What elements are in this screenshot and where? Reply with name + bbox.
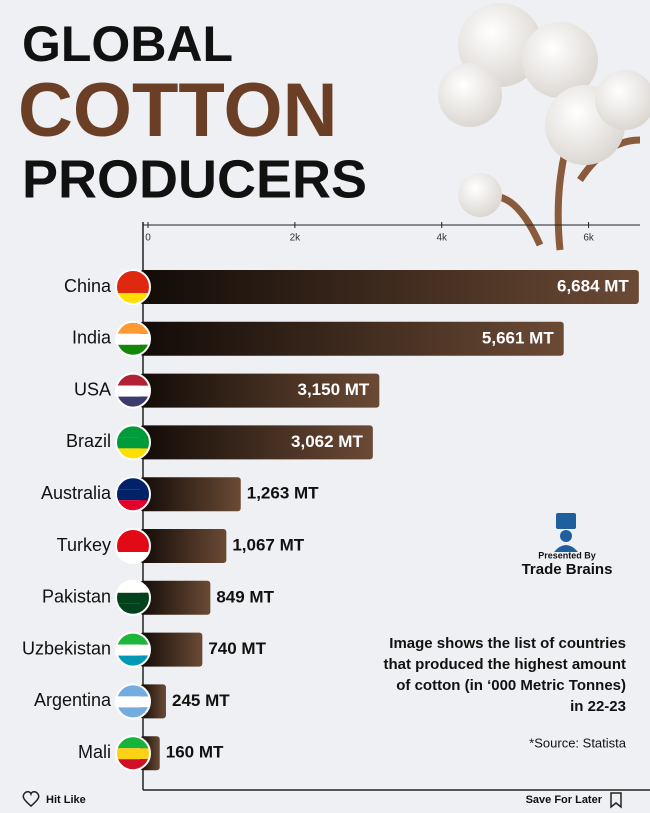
flag-border — [115, 476, 151, 513]
flag — [115, 476, 151, 513]
flag-border — [115, 631, 151, 668]
flag-stripe — [116, 655, 150, 667]
value-label: 160 MT — [166, 743, 224, 762]
flag-stripe — [116, 592, 150, 604]
flag-border — [115, 735, 151, 772]
category-label: USA — [74, 379, 111, 399]
value-label: 1,067 MT — [232, 535, 304, 554]
flag — [115, 372, 151, 409]
bar — [140, 529, 227, 563]
flag-stripe — [116, 385, 150, 397]
value-label: 740 MT — [208, 639, 266, 658]
category-label: Brazil — [66, 431, 111, 451]
flag — [115, 735, 151, 772]
value-label: 6,684 MT — [557, 276, 629, 295]
value-label: 849 MT — [216, 587, 274, 606]
note-line: that produced the highest amount — [384, 656, 627, 673]
x-tick-label: 2k — [290, 233, 302, 244]
flag-stripe — [116, 541, 150, 552]
flag-border — [115, 424, 151, 461]
note: Image shows the list of countries that pr… — [384, 635, 627, 715]
flag-stripe — [116, 500, 150, 512]
flag-stripe — [116, 759, 150, 771]
flag — [115, 528, 151, 564]
x-tick-label: 6k — [583, 233, 595, 244]
value-label: 245 MT — [172, 691, 230, 710]
bar — [140, 270, 639, 304]
bar — [140, 632, 203, 667]
flag-stripe — [116, 552, 150, 563]
flag-stripe — [116, 282, 150, 293]
save-icon[interactable] — [610, 792, 622, 809]
flag-border — [115, 372, 151, 409]
flag-border — [115, 269, 151, 305]
category-label: China — [64, 276, 112, 296]
category-label: Argentina — [34, 690, 112, 710]
presenter-name: Trade Brains — [522, 561, 613, 578]
like-button[interactable]: Hit Like — [46, 794, 86, 806]
flag-stripe — [116, 396, 150, 408]
flag-border — [115, 683, 151, 720]
category-label: Pakistan — [42, 587, 111, 607]
flag-stripe — [116, 603, 150, 615]
flag-border — [115, 528, 151, 564]
bar — [140, 477, 241, 512]
x-tick-label: 0 — [145, 233, 151, 244]
presenter-logo — [554, 513, 578, 552]
flag-stripe — [116, 333, 150, 345]
category-label: Uzbekistan — [22, 638, 111, 658]
title-line: COTTON — [18, 68, 337, 153]
note-line: Image shows the list of countries — [389, 635, 626, 652]
flag-stripe — [116, 748, 150, 760]
title-line: PRODUCERS — [22, 149, 367, 209]
flag — [115, 320, 151, 357]
value-label: 3,150 MT — [298, 380, 370, 399]
flag-stripe — [116, 696, 150, 708]
flag-stripe — [116, 644, 150, 656]
flag-border — [115, 320, 151, 357]
note-line: of cotton (in ‘000 Metric Tonnes) — [396, 677, 626, 694]
bar — [140, 425, 373, 460]
flag-stripe — [116, 707, 150, 719]
flag-stripe — [116, 489, 150, 501]
note-line: in 22-23 — [570, 698, 626, 715]
category-label: Australia — [41, 483, 112, 503]
flag-stripe — [116, 293, 150, 304]
bar — [140, 321, 564, 356]
flag-stripe — [116, 448, 150, 460]
presenter-label: Presented By — [538, 550, 596, 560]
flag — [115, 424, 151, 461]
flag-stripe — [116, 437, 150, 449]
flag-stripe — [116, 344, 150, 356]
like-icon[interactable] — [22, 791, 40, 807]
value-label: 3,062 MT — [291, 432, 363, 451]
title-line: GLOBAL — [22, 16, 233, 72]
flag — [115, 269, 151, 305]
source: *Source: Statista — [529, 735, 627, 750]
category-label: Turkey — [57, 535, 111, 555]
category-label: Mali — [78, 742, 111, 762]
flag — [115, 579, 151, 616]
bar — [140, 373, 380, 408]
flag — [115, 683, 151, 720]
category-label: India — [72, 328, 112, 348]
save-button[interactable]: Save For Later — [526, 794, 603, 806]
value-label: 1,263 MT — [247, 484, 319, 503]
value-label: 5,661 MT — [482, 328, 554, 347]
x-tick-label: 4k — [436, 233, 448, 244]
cotton-decoration — [438, 3, 650, 251]
bar — [140, 580, 211, 615]
flag-border — [115, 579, 151, 616]
flag — [115, 631, 151, 668]
